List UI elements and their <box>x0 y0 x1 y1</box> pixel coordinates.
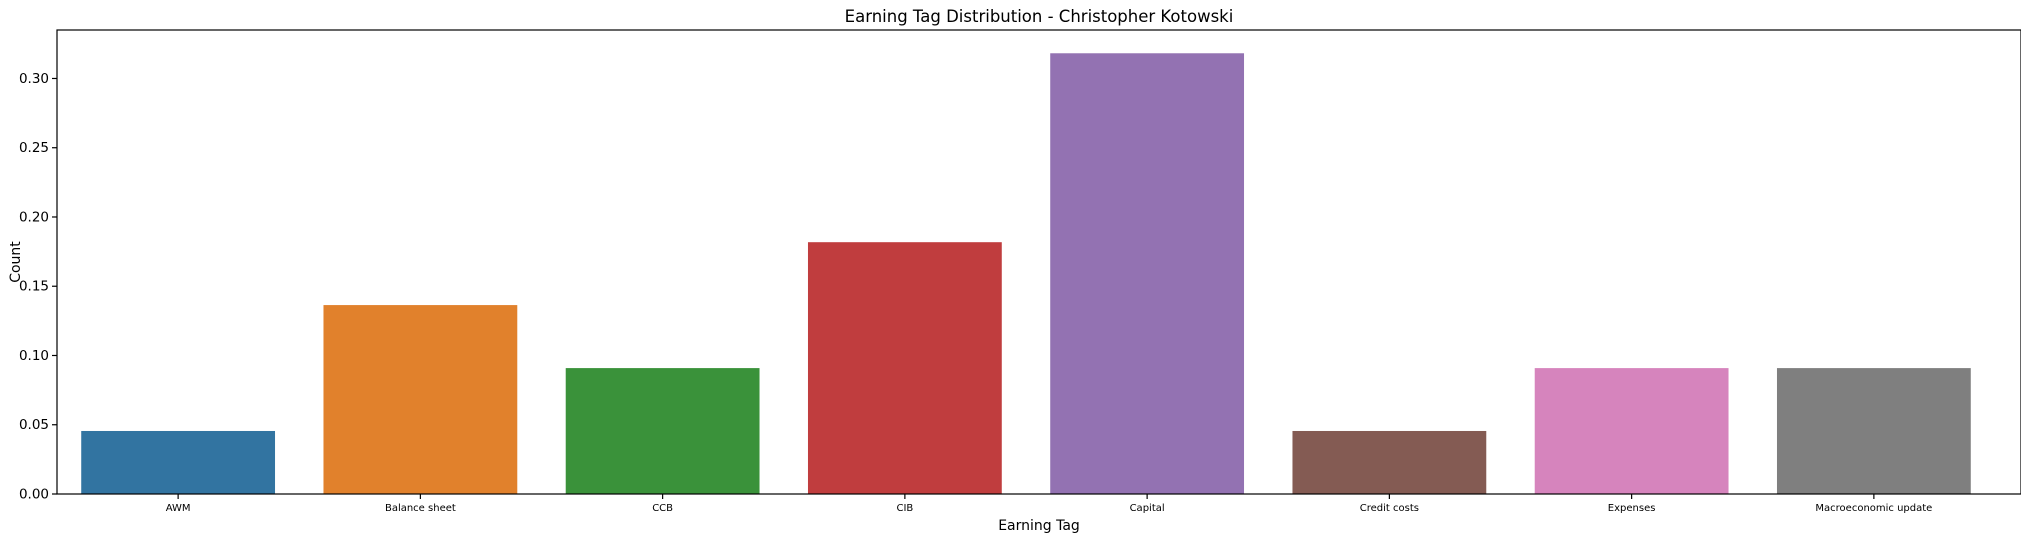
x-tick-label: Expenses <box>1608 503 1656 514</box>
bar-ccb <box>565 368 760 494</box>
x-axis-label: Earning Tag <box>998 518 1080 534</box>
x-tick-label: Balance sheet <box>385 503 456 514</box>
y-tick-label: 0.00 <box>19 487 49 503</box>
bar-cib <box>807 242 1002 494</box>
x-tick-label: AWM <box>166 503 191 514</box>
y-tick-label: 0.15 <box>19 279 49 295</box>
x-tick-label: Credit costs <box>1360 503 1419 514</box>
y-axis-label: Count <box>8 241 24 283</box>
bar-awm <box>81 430 276 494</box>
x-tick-label: CCB <box>652 503 673 514</box>
x-tick-label: Macroeconomic update <box>1815 503 1932 514</box>
y-tick-label: 0.20 <box>19 209 49 225</box>
x-axis-ticks: AWM Balance sheet CCB CIB Capital Credit cost… <box>166 494 1932 514</box>
x-tick-label: Capital <box>1130 503 1165 514</box>
bar-expenses <box>1534 368 1729 494</box>
y-tick-label: 0.25 <box>19 140 49 156</box>
bars-group <box>81 53 1971 494</box>
bar-macroeconomic-update <box>1776 368 1971 494</box>
bar-balance-sheet <box>323 305 518 494</box>
x-tick-label: CIB <box>896 503 913 514</box>
y-tick-label: 0.30 <box>19 71 49 87</box>
chart-title: Earning Tag Distribution - Christopher K… <box>845 7 1234 26</box>
y-tick-label: 0.05 <box>19 417 49 433</box>
y-axis-ticks: 0.00 0.05 0.10 0.15 0.20 0.25 0.30 <box>19 71 57 503</box>
plot-frame <box>56 29 2021 495</box>
bar-capital <box>1050 53 1245 494</box>
y-tick-label: 0.10 <box>19 348 49 364</box>
bar-credit-costs <box>1292 430 1487 494</box>
